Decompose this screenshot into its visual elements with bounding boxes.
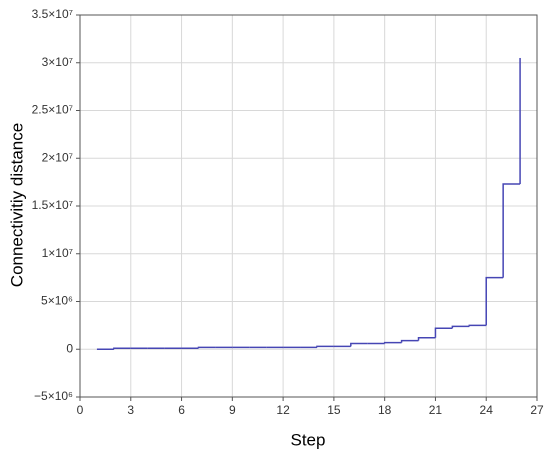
x-axis-label: Step <box>291 430 326 449</box>
y-tick-label: 0 <box>66 341 73 355</box>
x-tick-label: 6 <box>178 403 185 417</box>
x-tick-label: 12 <box>276 403 290 417</box>
line-segment <box>502 183 521 278</box>
y-tick-label: 2×10⁷ <box>42 150 73 164</box>
x-tick-label: 24 <box>480 403 494 417</box>
y-tick-label: −5×10⁶ <box>34 389 73 403</box>
y-tick-label: 2.5×10⁷ <box>32 103 73 117</box>
line-segment <box>383 341 402 344</box>
line-segment <box>113 347 131 350</box>
x-tick-label: 3 <box>127 403 134 417</box>
line-segment <box>434 327 453 338</box>
line-segment <box>468 324 487 327</box>
y-tick-label: 5×10⁶ <box>41 294 73 308</box>
x-tick-label: 21 <box>429 403 443 417</box>
y-tick-label: 1×10⁷ <box>42 246 73 260</box>
line-segment <box>400 339 419 343</box>
y-axis-label: Connectivitiy distance <box>7 123 26 287</box>
line-segment <box>451 325 470 329</box>
line-segment <box>417 337 436 341</box>
line-segment <box>316 345 334 348</box>
x-tick-label: 18 <box>378 403 392 417</box>
line-segment <box>197 346 216 349</box>
x-tick-label: 9 <box>229 403 236 417</box>
plot-frame <box>79 14 538 398</box>
line-segment <box>485 276 504 326</box>
line-segment <box>350 342 368 347</box>
x-tick-label: 0 <box>77 403 84 417</box>
x-tick-label: 27 <box>530 403 544 417</box>
y-tick-label: 1.5×10⁷ <box>32 198 73 212</box>
x-tick-label: 15 <box>327 403 341 417</box>
y-tick-label: 3×10⁷ <box>42 55 73 69</box>
y-tick-label: 3.5×10⁷ <box>32 7 73 21</box>
